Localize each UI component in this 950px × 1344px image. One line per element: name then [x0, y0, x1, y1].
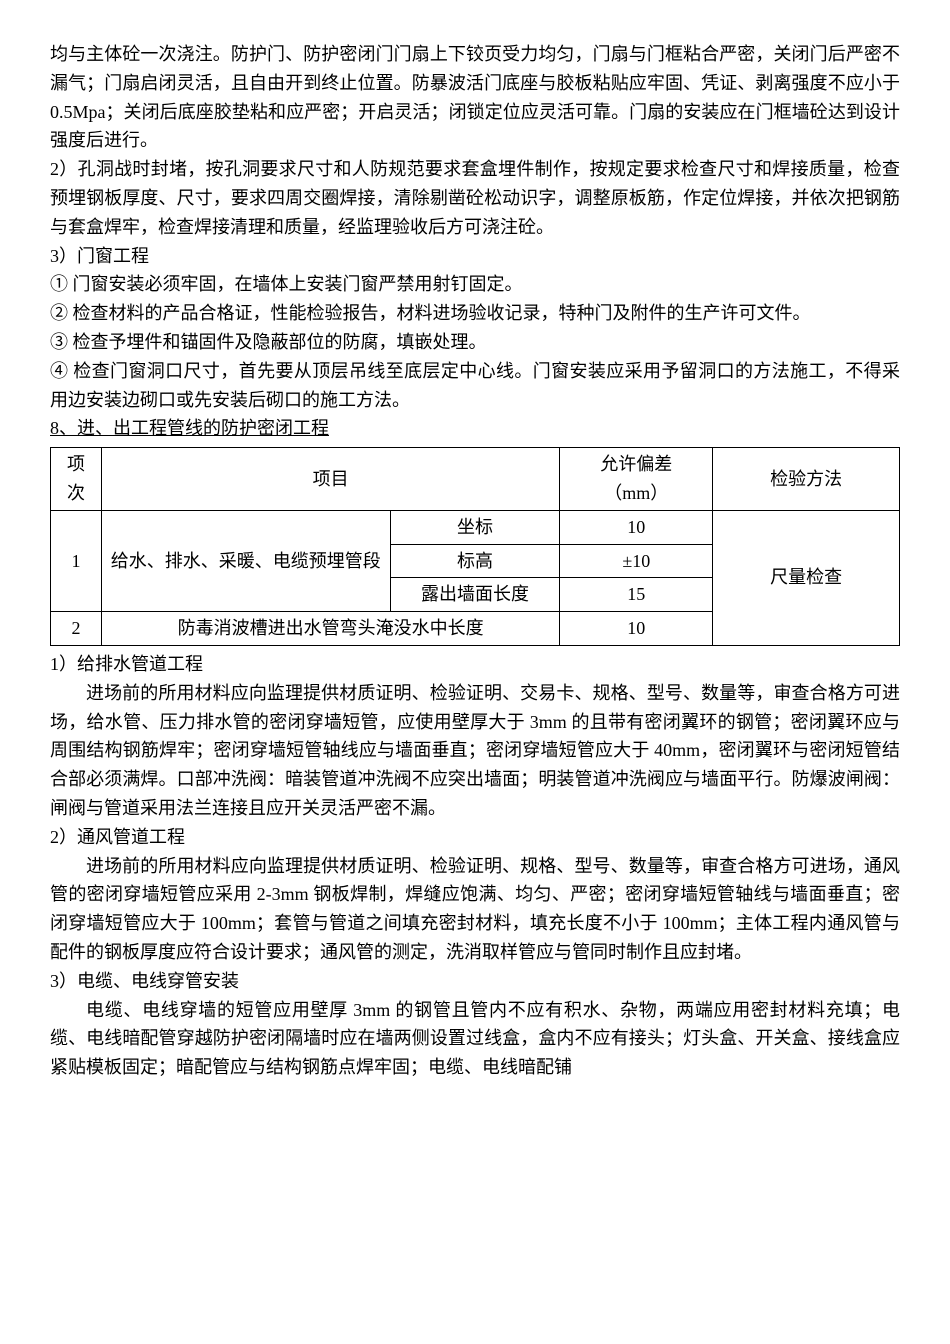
sub1-body: 进场前的所用材料应向监理提供材质证明、检验证明、交易卡、规格、型号、数量等，审查…: [50, 679, 900, 823]
row1-sub2-label: 标高: [390, 544, 560, 578]
sub1-title: 1）给排水管道工程: [50, 650, 900, 679]
header-item: 项目: [101, 448, 559, 511]
row2-val: 10: [560, 612, 713, 646]
row1-sub1-label: 坐标: [390, 510, 560, 544]
tolerance-table: 项次 项目 允许偏差 （mm） 检验方法 1 给水、排水、采暖、电缆预埋管段 坐…: [50, 447, 900, 646]
sub2-title: 2）通风管道工程: [50, 823, 900, 852]
section-8-title: 8、进、出工程管线的防护密闭工程: [50, 414, 900, 443]
row1-sub3-label: 露出墙面长度: [390, 578, 560, 612]
paragraph-3-head: 3）门窗工程: [50, 242, 900, 271]
sub3-title: 3）电缆、电线穿管安装: [50, 967, 900, 996]
row1-sub1-val: 10: [560, 510, 713, 544]
row1-method: 尺量检查: [713, 510, 900, 645]
row1-sub3-val: 15: [560, 578, 713, 612]
table-header-row: 项次 项目 允许偏差 （mm） 检验方法: [51, 448, 900, 511]
header-tolerance: 允许偏差 （mm）: [560, 448, 713, 511]
row1-item: 给水、排水、采暖、电缆预埋管段: [101, 510, 390, 611]
sub2-body: 进场前的所用材料应向监理提供材质证明、检验证明、规格、型号、数量等，审查合格方可…: [50, 852, 900, 967]
paragraph-1: 均与主体砼一次浇注。防护门、防护密闭门门扇上下铰页受力均匀，门扇与门框粘合严密，…: [50, 40, 900, 155]
row2-item: 防毒消波槽进出水管弯头淹没水中长度: [101, 612, 559, 646]
row1-sub2-val: ±10: [560, 544, 713, 578]
header-method: 检验方法: [713, 448, 900, 511]
paragraph-3-item3: ③ 检查予埋件和锚固件及隐蔽部位的防腐，填嵌处理。: [50, 328, 900, 357]
paragraph-2: 2）孔洞战时封堵，按孔洞要求尺寸和人防规范要求套盒埋件制作，按规定要求检查尺寸和…: [50, 155, 900, 241]
paragraph-3-item4: ④ 检查门窗洞口尺寸，首先要从顶层吊线至底层定中心线。门窗安装应采用予留洞口的方…: [50, 357, 900, 415]
row1-num: 1: [51, 510, 102, 611]
paragraph-3-item1: ① 门窗安装必须牢固，在墙体上安装门窗严禁用射钉固定。: [50, 270, 900, 299]
row2-num: 2: [51, 612, 102, 646]
paragraph-3-item2: ② 检查材料的产品合格证，性能检验报告，材料进场验收记录，特种门及附件的生产许可…: [50, 299, 900, 328]
table-row: 1 给水、排水、采暖、电缆预埋管段 坐标 10 尺量检查: [51, 510, 900, 544]
header-num: 项次: [51, 448, 102, 511]
sub3-body: 电缆、电线穿墙的短管应用壁厚 3mm 的钢管且管内不应有积水、杂物，两端应用密封…: [50, 996, 900, 1082]
